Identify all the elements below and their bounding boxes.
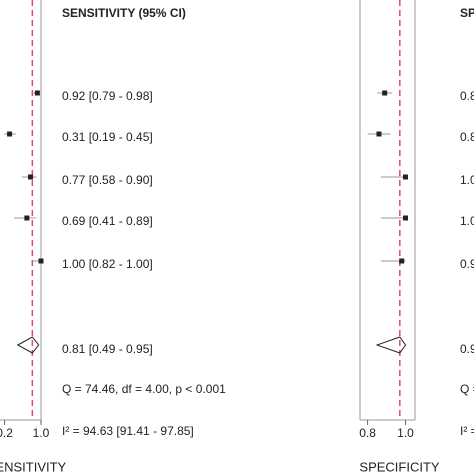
estimate-point [376, 131, 382, 137]
x-tick-label: 0.2 [0, 426, 13, 440]
estimate-label: 0.92 [0.79 - 0.98] [62, 89, 153, 103]
estimate-point [403, 174, 409, 180]
pooled-label: 0.9 [460, 342, 474, 356]
x-axis-label: SPECIFICITY [359, 459, 440, 474]
estimate-label: 0.69 [0.41 - 0.89] [62, 214, 153, 228]
estimate-point [38, 258, 44, 264]
estimate-point [382, 90, 388, 96]
estimate-label: 0.31 [0.19 - 0.45] [62, 130, 153, 144]
heterogeneity: Q = 74.46, df = 4.00, p < 0.001 [62, 382, 226, 396]
title: SENSITIVITY (95% CI) [62, 6, 186, 20]
estimate-label: 1.0 [460, 173, 474, 187]
estimate-point [399, 258, 405, 264]
estimate-label: 0.9 [460, 257, 474, 271]
x-tick-label: 1.0 [33, 426, 50, 440]
estimate-label: 0.8 [460, 130, 474, 144]
i-squared: I² = [460, 424, 474, 438]
x-tick-label: 1.0 [397, 426, 414, 440]
pooled-diamond [16, 336, 40, 354]
estimate-point [24, 215, 30, 221]
estimate-label: 0.77 [0.58 - 0.90] [62, 173, 153, 187]
estimate-label: 1.0 [460, 214, 474, 228]
x-tick-label: 0.8 [359, 426, 376, 440]
title: SP [460, 6, 474, 20]
heterogeneity: Q = [460, 382, 474, 396]
estimate-point [7, 131, 13, 137]
i-squared: I² = 94.63 [91.41 - 97.85] [62, 424, 194, 438]
estimate-point [28, 174, 34, 180]
pooled-diamond [375, 336, 407, 354]
pooled-label: 0.81 [0.49 - 0.95] [62, 342, 153, 356]
estimate-label: 0.8 [460, 89, 474, 103]
estimate-point [34, 90, 40, 96]
estimate-point [403, 215, 409, 221]
estimate-label: 1.00 [0.82 - 1.00] [62, 257, 153, 271]
x-axis-label: SENSITIVITY [0, 459, 67, 474]
